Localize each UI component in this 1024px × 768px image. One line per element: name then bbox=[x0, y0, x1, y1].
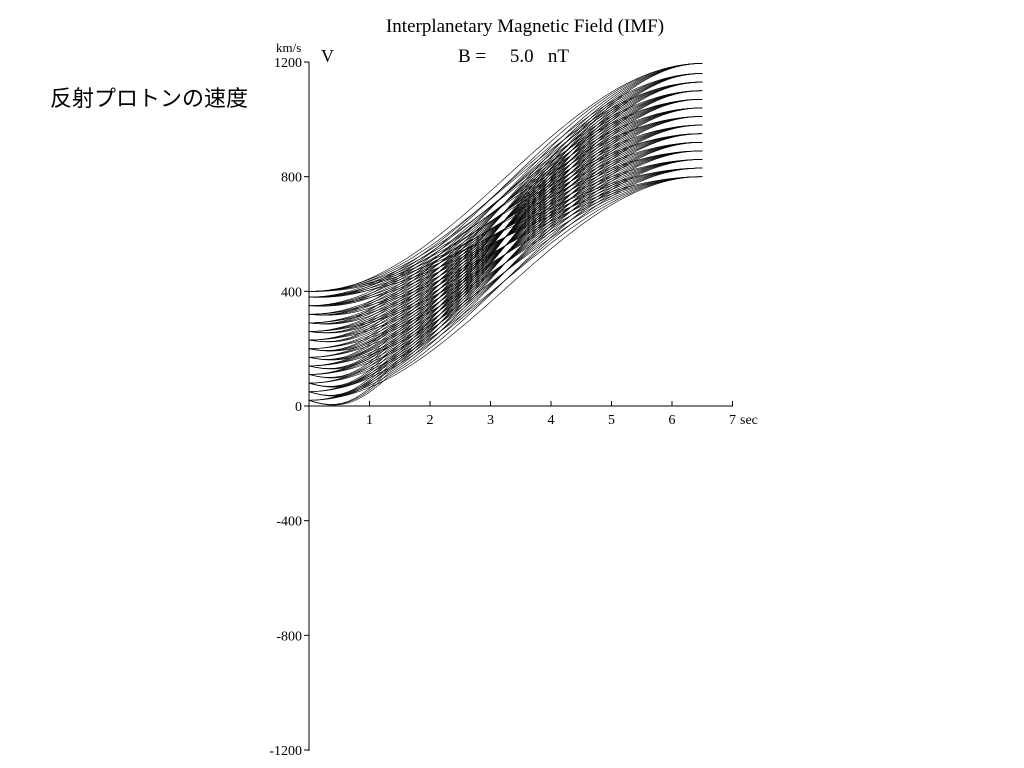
y-tick-label: -400 bbox=[276, 515, 302, 530]
velocity-curve bbox=[308, 176, 703, 388]
velocity-curve bbox=[309, 63, 703, 292]
velocity-curve bbox=[308, 90, 703, 298]
velocity-curve bbox=[308, 176, 703, 401]
velocity-curve bbox=[308, 63, 703, 306]
y-tick-label: -800 bbox=[276, 629, 302, 644]
x-tick-label: 5 bbox=[608, 413, 615, 428]
velocity-curve bbox=[308, 159, 703, 298]
y-tick-label: -1200 bbox=[269, 744, 302, 759]
x-tick-label: 3 bbox=[487, 413, 494, 428]
velocity-curve bbox=[308, 167, 703, 292]
velocity-curve bbox=[308, 116, 703, 292]
x-tick-label: 1 bbox=[366, 413, 373, 428]
y-unit-label: km/s bbox=[276, 40, 301, 55]
velocity-curve bbox=[308, 176, 703, 298]
velocity-curve bbox=[308, 107, 703, 298]
y-tick-label: 800 bbox=[281, 171, 302, 186]
velocity-curve bbox=[308, 107, 703, 352]
velocity-curve bbox=[308, 124, 703, 370]
velocity-curve bbox=[308, 63, 703, 375]
y-axis-label: V bbox=[321, 46, 334, 66]
velocity-curve bbox=[308, 176, 703, 332]
velocity-curve bbox=[308, 150, 703, 292]
velocity-curve bbox=[308, 81, 703, 292]
x-unit-label: sec bbox=[740, 413, 758, 428]
chart-title: Interplanetary Magnetic Field (IMF) bbox=[386, 16, 664, 37]
velocity-curve bbox=[308, 159, 703, 406]
y-tick-label: 0 bbox=[295, 400, 302, 415]
velocity-curve bbox=[308, 63, 703, 396]
velocity-curve bbox=[308, 99, 703, 292]
velocity-curve bbox=[308, 116, 703, 343]
y-tick-label: 1200 bbox=[274, 56, 302, 71]
velocity-curve bbox=[308, 124, 703, 298]
velocity-curve bbox=[308, 176, 703, 352]
velocity-curve bbox=[308, 176, 703, 316]
velocity-curve bbox=[308, 63, 703, 325]
x-tick-label: 2 bbox=[427, 413, 434, 428]
velocity-curve bbox=[308, 167, 703, 325]
velocity-curve bbox=[308, 142, 703, 298]
annotation-reflected-proton-speed: 反射プロトンの速度 bbox=[50, 87, 248, 112]
velocity-curve bbox=[308, 133, 703, 397]
velocity-curve bbox=[308, 63, 703, 360]
x-tick-label: 6 bbox=[669, 413, 676, 428]
x-tick-label: 4 bbox=[548, 413, 555, 428]
velocity-curve bbox=[308, 176, 703, 367]
velocity-curve bbox=[308, 159, 703, 370]
velocity-curve bbox=[308, 133, 703, 292]
y-tick-label: 400 bbox=[281, 285, 302, 300]
x-tick-label: 7 bbox=[729, 413, 736, 428]
chart-subtitle: B = 5.0 nT bbox=[458, 46, 569, 67]
velocity-curve bbox=[308, 107, 703, 387]
